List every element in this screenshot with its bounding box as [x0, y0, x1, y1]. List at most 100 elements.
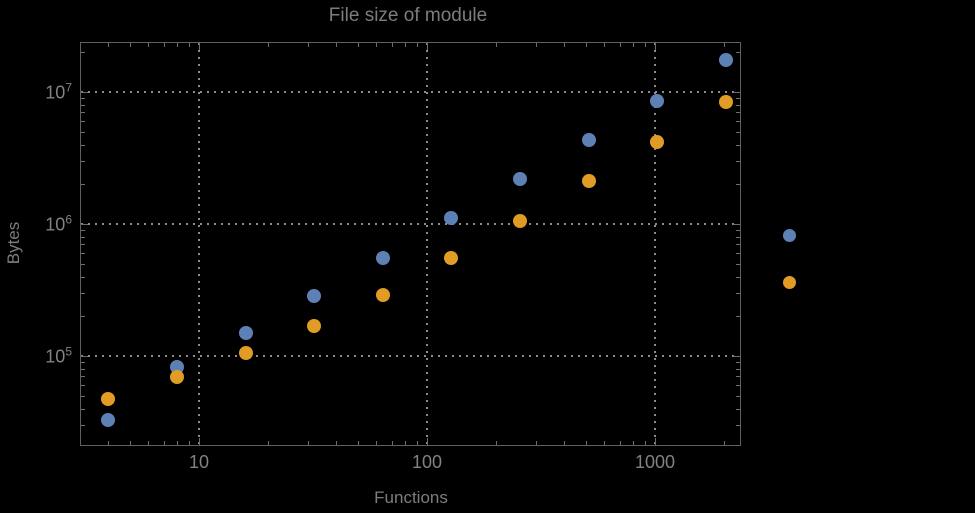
data-point-series-2-orange	[375, 287, 390, 302]
x-tick	[655, 438, 656, 445]
grid-line-y-1e6	[81, 223, 739, 225]
y-tick	[81, 376, 85, 377]
y-axis-label: Bytes	[4, 221, 23, 265]
y-tick	[736, 369, 740, 370]
y-tick	[81, 356, 88, 357]
grid-line-y-1e5	[81, 355, 739, 357]
x-tick	[199, 438, 200, 445]
y-tick	[736, 425, 740, 426]
x-tick	[164, 441, 165, 445]
x-tick	[405, 441, 406, 445]
y-tick	[736, 264, 740, 265]
x-tick	[633, 43, 634, 47]
y-tick	[736, 385, 740, 386]
x-tick	[177, 43, 178, 47]
x-tick	[427, 43, 428, 50]
x-tick-label-10: 10	[188, 452, 210, 472]
y-tick	[81, 293, 85, 294]
y-tick	[736, 184, 740, 185]
data-point-series-1-blue	[581, 133, 596, 148]
data-point-series-2-orange	[718, 94, 733, 109]
y-tick	[736, 161, 740, 162]
y-tick	[736, 98, 740, 99]
y-tick	[81, 230, 85, 231]
y-tick	[736, 52, 740, 53]
y-tick	[736, 112, 740, 113]
data-point-series-2-orange	[238, 346, 253, 361]
y-tick	[81, 121, 85, 122]
y-tick-label-1e5: 105	[45, 344, 72, 367]
legend-marker-blue	[782, 228, 796, 242]
y-tick	[733, 224, 740, 225]
y-tick	[81, 253, 85, 254]
x-tick	[392, 441, 393, 445]
x-tick	[177, 441, 178, 445]
x-tick	[496, 441, 497, 445]
x-tick	[108, 43, 109, 47]
x-tick	[392, 43, 393, 47]
y-tick	[736, 244, 740, 245]
y-tick	[81, 244, 85, 245]
y-tick	[736, 253, 740, 254]
y-tick	[81, 316, 85, 317]
y-tick	[81, 385, 85, 386]
y-tick	[736, 277, 740, 278]
y-tick	[736, 376, 740, 377]
x-tick	[148, 441, 149, 445]
y-tick	[736, 237, 740, 238]
y-tick	[81, 184, 85, 185]
x-tick	[586, 43, 587, 47]
y-tick	[81, 161, 85, 162]
x-tick	[417, 441, 418, 445]
y-tick	[736, 121, 740, 122]
x-tick	[199, 43, 200, 50]
y-tick-label-1e6: 106	[45, 212, 72, 235]
x-tick	[336, 441, 337, 445]
y-tick	[736, 396, 740, 397]
x-tick	[268, 43, 269, 47]
y-tick	[81, 145, 85, 146]
data-point-series-2-orange	[581, 174, 596, 189]
x-tick	[620, 441, 621, 445]
y-tick	[736, 316, 740, 317]
y-tick	[81, 92, 88, 93]
x-tick	[604, 441, 605, 445]
chart-title: File size of module	[328, 5, 488, 26]
x-tick	[336, 43, 337, 47]
x-tick-label-1000: 1000	[634, 452, 676, 472]
x-tick	[645, 43, 646, 47]
y-tick	[733, 356, 740, 357]
grid-line-x-10	[198, 43, 200, 444]
y-tick	[81, 52, 85, 53]
data-point-series-1-blue	[718, 52, 733, 67]
legend-marker-orange	[782, 275, 796, 289]
y-tick	[81, 237, 85, 238]
data-point-series-2-orange	[101, 392, 116, 407]
x-tick	[427, 438, 428, 445]
y-tick	[736, 293, 740, 294]
x-tick	[564, 43, 565, 47]
data-point-series-2-orange	[444, 251, 459, 266]
y-tick	[81, 409, 85, 410]
x-tick	[724, 43, 725, 47]
y-tick	[736, 105, 740, 106]
x-tick	[633, 441, 634, 445]
data-point-series-1-blue	[513, 171, 528, 186]
data-point-series-2-orange	[307, 318, 322, 333]
x-tick	[724, 441, 725, 445]
x-tick	[536, 43, 537, 47]
y-tick	[81, 425, 85, 426]
y-tick	[81, 112, 85, 113]
grid-line-y-1e7	[81, 91, 739, 93]
x-tick	[268, 441, 269, 445]
data-point-series-2-orange	[169, 370, 184, 385]
y-tick	[81, 369, 85, 370]
y-tick	[736, 362, 740, 363]
x-tick	[536, 441, 537, 445]
x-tick	[189, 441, 190, 445]
y-tick	[81, 264, 85, 265]
data-point-series-1-blue	[307, 288, 322, 303]
x-tick	[376, 43, 377, 47]
x-tick-label-100: 100	[411, 452, 443, 472]
